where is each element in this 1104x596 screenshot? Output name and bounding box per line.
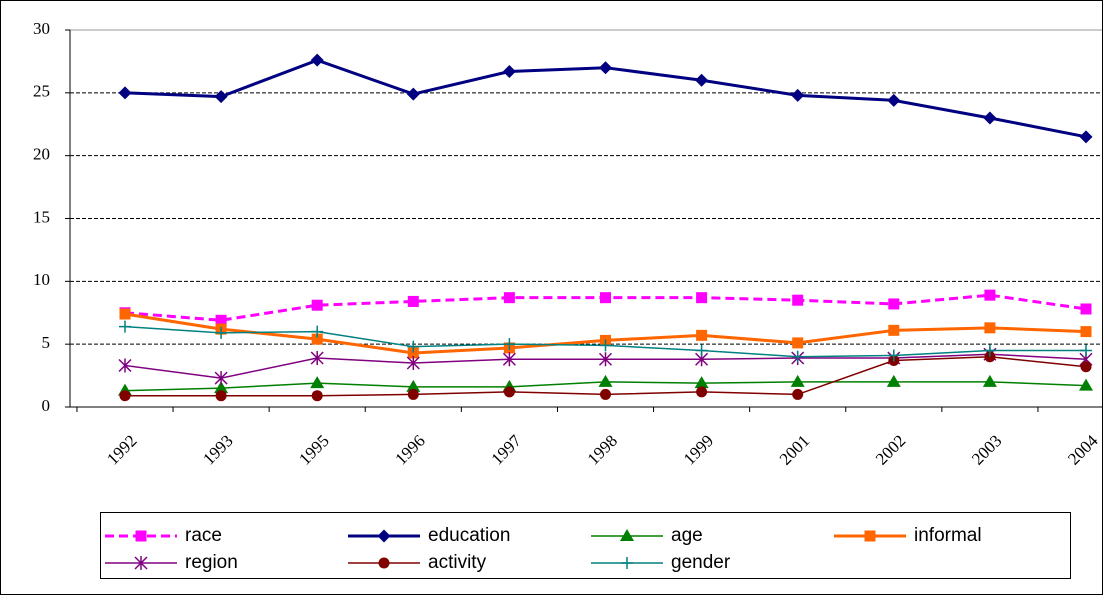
marker — [311, 333, 323, 345]
marker — [791, 88, 805, 102]
marker — [502, 352, 516, 367]
marker — [503, 386, 515, 398]
marker — [598, 352, 613, 367]
marker — [407, 347, 419, 359]
marker — [696, 329, 708, 341]
marker — [792, 388, 804, 400]
marker — [1079, 378, 1093, 391]
marker — [982, 374, 997, 387]
marker — [406, 356, 420, 371]
marker — [214, 371, 228, 386]
marker — [984, 322, 996, 334]
marker — [311, 299, 323, 311]
legend-label: race — [185, 525, 222, 546]
marker — [503, 292, 515, 304]
marker — [599, 339, 612, 352]
marker — [118, 86, 132, 100]
marker — [1080, 326, 1092, 338]
marker — [694, 376, 709, 389]
marker — [984, 351, 996, 363]
y-tick-label: 5 — [42, 333, 51, 352]
marker — [407, 295, 419, 307]
marker — [310, 376, 325, 389]
legend-box — [100, 512, 1071, 579]
marker — [984, 289, 996, 301]
legend-label: education — [428, 525, 510, 546]
legend-marker — [377, 529, 391, 543]
legend-marker — [864, 530, 876, 542]
legend-label: activity — [428, 552, 487, 573]
y-tick-label: 10 — [33, 270, 50, 289]
marker — [599, 61, 612, 75]
y-tick-label: 0 — [42, 396, 51, 415]
marker — [696, 292, 708, 304]
marker — [1080, 344, 1092, 357]
marker — [215, 390, 227, 402]
marker — [792, 337, 804, 349]
y-tick-label: 25 — [33, 82, 50, 101]
legend-marker — [134, 556, 148, 570]
marker — [887, 93, 901, 107]
marker — [118, 358, 132, 373]
marker — [406, 379, 421, 392]
legend-label: age — [671, 525, 703, 546]
marker — [215, 314, 227, 326]
marker — [502, 64, 516, 78]
marker — [696, 386, 708, 398]
marker — [600, 388, 611, 400]
marker — [215, 326, 228, 339]
legend-marker — [378, 557, 390, 569]
marker — [310, 53, 324, 67]
marker — [983, 344, 996, 357]
marker — [310, 350, 324, 365]
marker — [695, 344, 708, 357]
marker — [214, 381, 229, 394]
marker — [311, 390, 323, 402]
y-tick-label: 15 — [33, 207, 50, 226]
marker — [791, 350, 804, 363]
y-tick-label: 30 — [33, 19, 50, 38]
marker — [1080, 303, 1092, 315]
legend-label: informal — [914, 525, 982, 546]
legend-marker — [620, 529, 634, 541]
marker — [792, 294, 804, 306]
marker — [600, 292, 611, 304]
marker — [407, 340, 420, 353]
marker — [119, 390, 131, 402]
legend-label: gender — [671, 552, 731, 573]
marker — [886, 374, 901, 387]
legend-marker — [621, 557, 633, 569]
marker — [503, 338, 516, 351]
marker — [888, 298, 900, 310]
y-tick-label: 20 — [33, 145, 50, 164]
marker — [1079, 130, 1093, 144]
legend-label: region — [185, 552, 238, 573]
marker — [888, 324, 900, 336]
marker — [887, 349, 900, 362]
marker — [983, 111, 997, 125]
marker — [119, 308, 131, 320]
marker — [214, 90, 228, 104]
marker — [695, 73, 709, 87]
marker — [406, 87, 420, 101]
marker — [119, 320, 131, 333]
marker — [407, 388, 419, 400]
marker — [311, 325, 324, 338]
legend-marker — [135, 530, 147, 542]
marker — [790, 374, 805, 387]
marker — [598, 374, 613, 387]
marker — [1080, 361, 1092, 373]
